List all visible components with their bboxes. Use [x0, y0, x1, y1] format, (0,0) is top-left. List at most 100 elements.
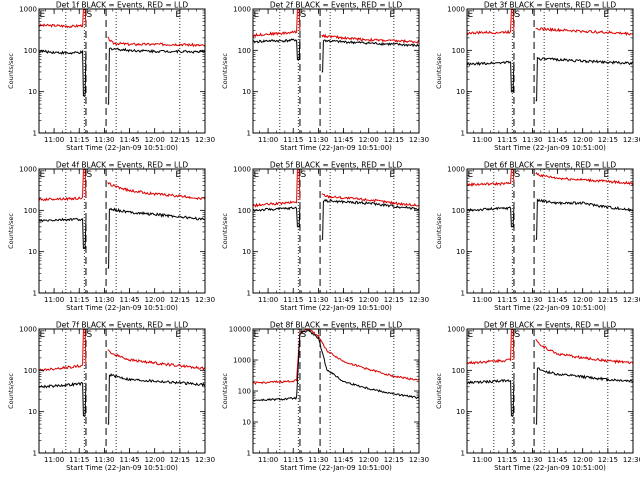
x-tick-label: 11:00 [44, 296, 64, 304]
event-marker: S [300, 330, 306, 340]
series-line [39, 169, 205, 202]
x-tick-label: 12:15 [170, 136, 190, 144]
x-tick-label: 12:00 [359, 136, 379, 144]
x-tick-label: 12:30 [623, 136, 640, 144]
x-tick-label: 12:30 [195, 456, 215, 464]
plot-area [467, 169, 633, 293]
y-tick-label: 1 [461, 290, 465, 298]
y-tick-label: 100 [452, 207, 465, 215]
x-tick-label: 12:30 [623, 296, 640, 304]
y-tick-label: 100 [238, 207, 251, 215]
series-line [39, 372, 205, 425]
y-tick-label: 1 [461, 130, 465, 138]
y-tick-label: 1000 [447, 6, 465, 14]
y-tick-label: 10 [28, 88, 37, 96]
panel-title: Det 8f BLACK = Events, RED = LLD [270, 321, 403, 330]
x-tick-label: 12:30 [623, 456, 640, 464]
detector-panel: Det 7f BLACK = Events, RED = LLD 1 10 100 10… [7, 321, 215, 473]
event-marker: S [86, 10, 92, 20]
event-marker: S [514, 170, 520, 180]
x-axis-label: Start Time (22-Jan-09 10:51:00) [66, 464, 178, 472]
x-tick-label: 11:45 [547, 456, 567, 464]
y-tick-label: 1 [461, 450, 465, 458]
y-tick-label: 1 [33, 450, 37, 458]
x-tick-label: 11:15 [69, 136, 89, 144]
x-tick-label: 11:15 [497, 296, 517, 304]
x-tick-label: 12:15 [598, 296, 618, 304]
x-tick-label: 12:00 [573, 136, 593, 144]
x-tick-label: 12:30 [195, 136, 215, 144]
x-tick-label: 11:00 [44, 136, 64, 144]
plot-area [253, 329, 419, 453]
plot-area [39, 169, 205, 293]
detector-panel: Det 3f BLACK = Events, RED = LLD 1 10 100 10… [435, 1, 640, 153]
x-tick-label: 12:30 [409, 456, 429, 464]
detector-panel: Det 2f BLACK = Events, RED = LLD 1 10 100 10… [221, 1, 429, 153]
x-tick-label: 12:00 [145, 456, 165, 464]
y-tick-label: 1000 [19, 326, 37, 334]
x-tick-label: 11:00 [472, 136, 492, 144]
series-line [253, 169, 419, 208]
event-marker: E [603, 10, 609, 20]
series-line [253, 330, 419, 402]
plot-area [39, 329, 205, 453]
y-tick-label: 1000 [19, 6, 37, 14]
plot-frame [38, 328, 206, 454]
x-tick-label: 12:15 [384, 136, 404, 144]
x-tick-label: 11:00 [472, 456, 492, 464]
x-axis-label: Start Time (22-Jan-09 10:51:00) [66, 144, 178, 152]
y-axis-label: Counts/sec [435, 373, 443, 409]
detector-panel: Det 4f BLACK = Events, RED = LLD 1 10 100 10… [7, 161, 215, 313]
x-tick-label: 12:00 [359, 456, 379, 464]
series-line [39, 329, 205, 373]
event-marker: E [40, 10, 46, 20]
plot-area [253, 169, 419, 293]
x-tick-label: 11:30 [522, 136, 542, 144]
event-marker: E [389, 170, 395, 180]
panel-title: Det 4f BLACK = Events, RED = LLD [56, 161, 189, 170]
x-tick-label: 11:45 [547, 136, 567, 144]
plot-area [39, 9, 205, 133]
plot-frame [38, 8, 206, 134]
y-tick-label: 1000 [233, 166, 251, 174]
series-line [39, 47, 205, 105]
series-line [39, 207, 205, 269]
series-line [467, 329, 633, 365]
plot-frame [466, 328, 634, 454]
y-tick-label: 10 [242, 419, 251, 427]
panel-title: Det 2f BLACK = Events, RED = LLD [270, 1, 403, 10]
panel-title: Det 5f BLACK = Events, RED = LLD [270, 161, 403, 170]
detector-panel: Det 8f BLACK = Events, RED = LLD 1 10 100 10… [221, 321, 429, 473]
series-line [467, 367, 633, 425]
y-tick-label: 10 [456, 408, 465, 416]
y-axis-label: Counts/sec [7, 213, 15, 249]
series-line [253, 198, 419, 240]
x-tick-label: 11:45 [333, 296, 353, 304]
x-tick-label: 11:30 [308, 296, 328, 304]
y-tick-label: 1 [33, 130, 37, 138]
x-tick-label: 11:15 [497, 456, 517, 464]
x-tick-label: 11:45 [119, 136, 139, 144]
y-tick-label: 1 [247, 290, 251, 298]
y-tick-label: 1000 [447, 326, 465, 334]
series-line [467, 198, 633, 240]
plot-area [467, 9, 633, 133]
y-tick-label: 100 [24, 47, 37, 55]
x-tick-label: 12:00 [573, 296, 593, 304]
event-marker: E [468, 10, 474, 20]
x-tick-label: 12:15 [598, 136, 618, 144]
y-tick-label: 10 [28, 248, 37, 256]
y-axis-label: Counts/sec [221, 53, 229, 89]
y-tick-label: 10000 [229, 326, 251, 334]
y-tick-label: 1 [247, 130, 251, 138]
x-tick-label: 11:45 [333, 136, 353, 144]
x-tick-label: 11:15 [69, 456, 89, 464]
y-tick-label: 10 [456, 88, 465, 96]
event-marker: S [86, 330, 92, 340]
panel-title: Det 3f BLACK = Events, RED = LLD [484, 1, 617, 10]
y-tick-label: 1000 [19, 166, 37, 174]
series-line [253, 329, 419, 385]
x-tick-label: 11:45 [119, 296, 139, 304]
x-tick-label: 11:15 [283, 456, 303, 464]
event-marker: E [254, 10, 260, 20]
